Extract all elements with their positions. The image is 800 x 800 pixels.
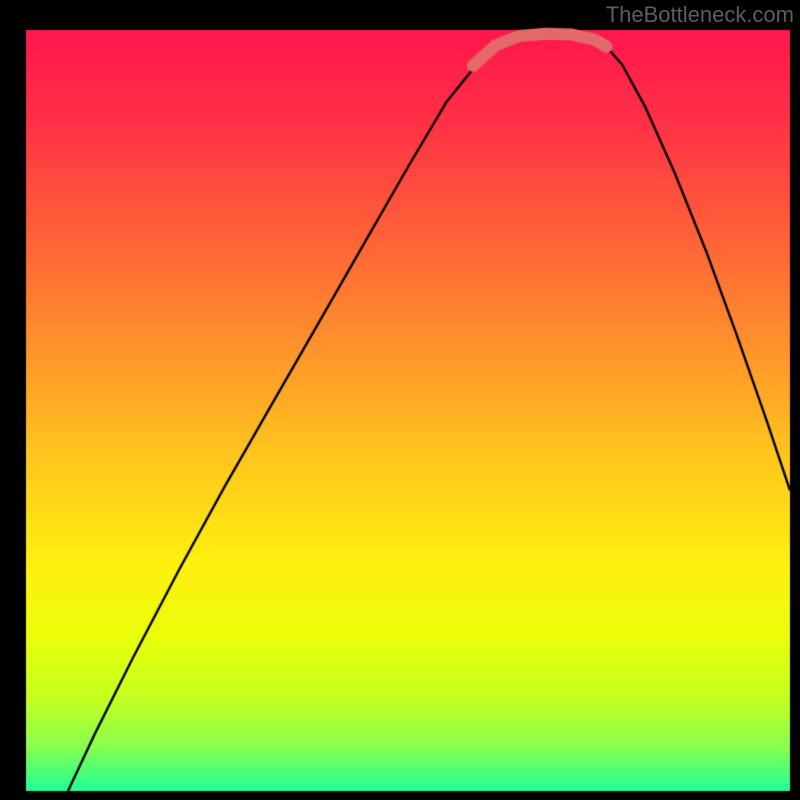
bottleneck-curve-chart (0, 0, 800, 800)
chart-container: { "canvas": { "width": 800, "height": 80… (0, 0, 800, 800)
